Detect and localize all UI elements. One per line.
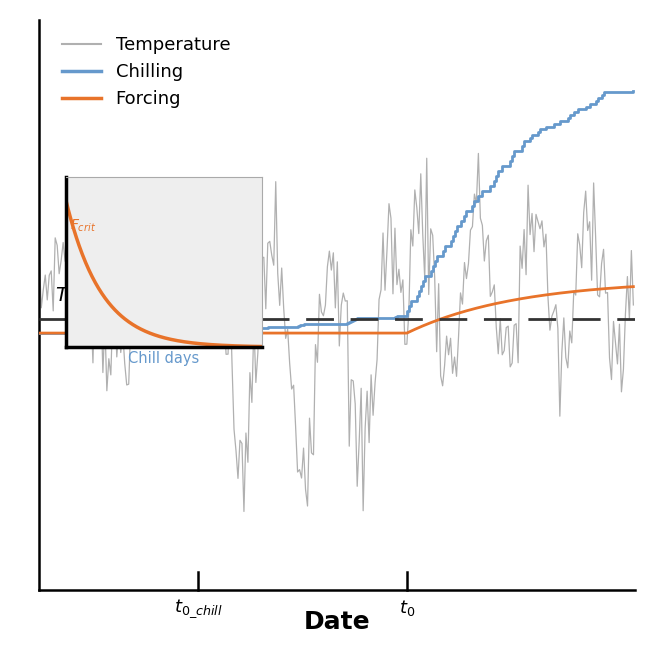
Text: $F_{crit}$: $F_{crit}$	[70, 217, 96, 233]
Legend: Temperature, Chilling, Forcing: Temperature, Chilling, Forcing	[54, 29, 238, 115]
Text: $t_{0\_chill}$: $t_{0\_chill}$	[174, 598, 223, 620]
Text: $t_0$: $t_0$	[399, 598, 415, 618]
X-axis label: Date: Date	[304, 610, 371, 634]
X-axis label: Chill days: Chill days	[128, 351, 199, 366]
Text: $T_{base}$: $T_{base}$	[55, 286, 101, 307]
